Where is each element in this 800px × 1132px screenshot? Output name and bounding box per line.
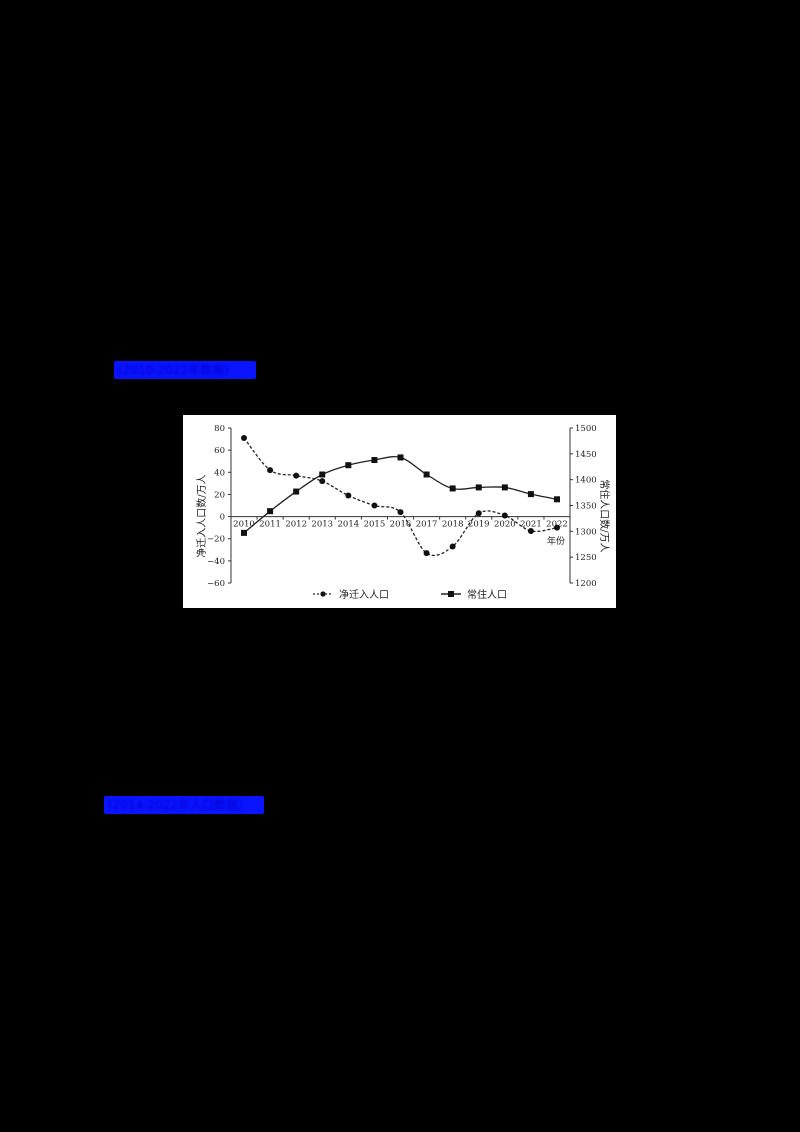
legend-net-migration: 净迁入人口: [339, 588, 389, 601]
legend-square-marker-icon: [448, 591, 454, 597]
data-point-square: [267, 508, 274, 515]
data-point-circle: [527, 527, 534, 534]
y-axis-label-left: 净迁入人口数/万人: [195, 474, 208, 557]
data-point-square: [319, 471, 326, 478]
top-data-link-text: (2010-2022年数据): [118, 363, 229, 377]
data-point-circle: [371, 502, 378, 509]
data-point-circle: [267, 467, 274, 474]
x-tick: 2016: [390, 520, 412, 530]
data-point-square: [527, 491, 534, 498]
data-point-square: [501, 484, 508, 491]
data-point-circle: [345, 492, 352, 499]
y-tick-right: 1200: [575, 579, 597, 589]
data-point-circle: [423, 550, 430, 557]
chart-container: 80 60 40 20 0 −20 −40 −60 1500 1450 1400 1350 1300 12…: [183, 415, 616, 608]
y-tick-left: 20: [214, 490, 225, 500]
top-data-link[interactable]: (2010-2022年数据): [114, 361, 256, 379]
y-tick-right: 1400: [575, 476, 597, 486]
data-point-circle: [293, 472, 300, 479]
y-tick-left: 0: [220, 513, 225, 523]
y-tick-right: 1500: [575, 424, 597, 434]
data-point-square: [371, 457, 378, 464]
y-tick-right: 1450: [575, 450, 597, 460]
x-axis-label: 年份: [547, 535, 565, 547]
data-point-circle: [319, 478, 326, 485]
legend-resident-population: 常住人口: [467, 588, 507, 601]
x-tick: 2010: [233, 520, 255, 530]
data-point-square: [397, 454, 404, 461]
data-point-circle: [554, 524, 560, 531]
data-point-square: [241, 529, 247, 536]
chart-lines: [241, 434, 560, 557]
x-tick: 2011: [259, 520, 281, 530]
data-point-square: [293, 488, 300, 495]
data-point-square: [475, 484, 482, 491]
data-point-square: [554, 496, 560, 503]
x-tick: 2013: [311, 520, 333, 530]
data-point-square: [423, 471, 430, 478]
x-tick: 2017: [416, 520, 438, 530]
y-tick-left: −60: [207, 579, 225, 589]
x-tick: 2019: [468, 520, 490, 530]
x-tick: 2020: [494, 520, 516, 530]
y-tick-right: 1300: [575, 527, 597, 537]
data-point-circle: [397, 509, 404, 516]
legend-circle-marker-icon: [320, 591, 326, 597]
chart-legend: 净迁入人口 常住人口: [313, 588, 507, 601]
x-tick: 2021: [520, 520, 542, 530]
y-tick-right: 1350: [575, 502, 597, 512]
data-point-square: [449, 485, 456, 492]
bottom-data-link[interactable]: (2014-2022年人口数据): [104, 796, 264, 814]
y-tick-left: 60: [214, 446, 225, 456]
data-point-circle: [241, 434, 247, 441]
y-tick-left: −20: [207, 535, 225, 545]
x-tick: 2014: [338, 520, 360, 530]
y-axis-label-right: 常住人口数/万人: [598, 479, 611, 552]
x-tick: 2022: [546, 520, 568, 530]
data-point-circle: [501, 512, 508, 519]
y-tick-left: 40: [214, 468, 225, 478]
chart-axes: 80 60 40 20 0 −20 −40 −60 1500 1450 1400 1350 1300 12…: [207, 424, 597, 589]
bottom-data-link-text: (2014-2022年人口数据): [108, 798, 243, 812]
data-point-circle: [475, 510, 482, 517]
data-point-square: [345, 462, 352, 469]
y-tick-left: −40: [207, 557, 225, 567]
y-tick-left: 80: [214, 424, 225, 434]
x-tick: 2015: [364, 520, 386, 530]
y-tick-right: 1250: [575, 553, 597, 563]
x-tick: 2018: [442, 520, 464, 530]
data-point-circle: [449, 543, 456, 550]
x-tick: 2012: [285, 520, 307, 530]
dual-axis-line-chart: 80 60 40 20 0 −20 −40 −60 1500 1450 1400 1350 1300 12…: [195, 424, 611, 601]
